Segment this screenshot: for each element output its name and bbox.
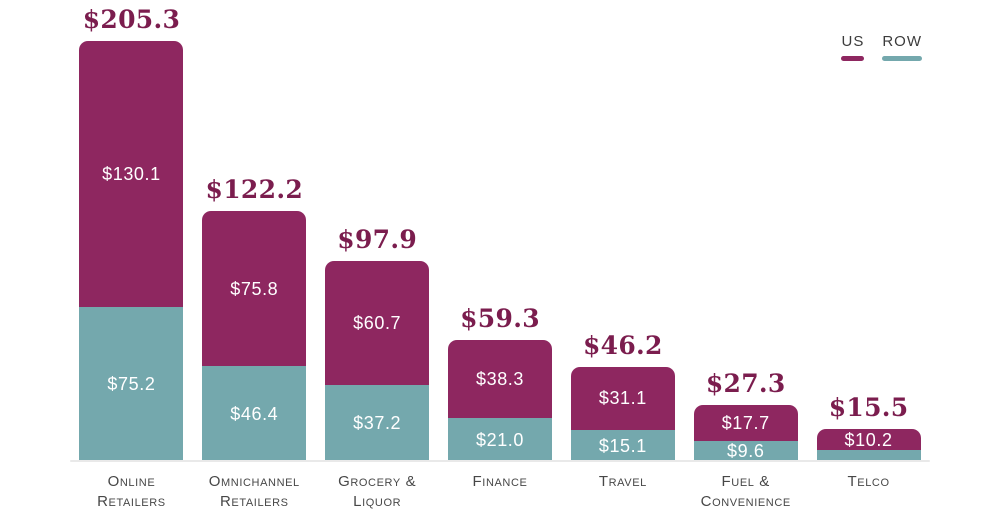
stacked-bar: $38.3 $21.0 <box>448 339 552 461</box>
segment-value-label: $15.1 <box>598 435 647 456</box>
category-label: Online Retailers <box>97 473 166 510</box>
legend-label: US <box>841 33 865 50</box>
segment-value-label: $130.1 <box>102 164 161 185</box>
segment-value-label: $10.2 <box>844 429 893 450</box>
legend-item-row: ROW <box>882 33 922 61</box>
plot-area: $205.3 $130.1 $75.2 $122.2 $75.8 $46.4 $97.9 $6… <box>70 0 930 461</box>
segment-value-label: $21.0 <box>475 429 525 450</box>
segment-value-label: $75.2 <box>107 374 156 395</box>
legend-swatch-us <box>841 56 865 61</box>
bar-segment-row: $21.0 <box>448 418 552 461</box>
bar-group: $205.3 $130.1 $75.2 <box>70 0 193 461</box>
segment-value-label: $17.7 <box>721 413 770 434</box>
bar-group: $97.9 $60.7 $37.2 <box>316 0 439 461</box>
bar-segment-row: $15.1 <box>570 430 675 461</box>
category-label: Grocery & Liquor <box>338 473 417 510</box>
bar-segment-row: $9.6 <box>693 441 798 462</box>
bar-segment-us: $130.1 <box>79 41 184 308</box>
stacked-bar: $10.2 <box>816 429 921 461</box>
legend-item-us: US <box>841 33 865 61</box>
bar-group: $122.2 $75.8 $46.4 <box>193 0 316 461</box>
segment-value-label: $60.7 <box>353 312 402 333</box>
stacked-bar: $31.1 $15.1 <box>570 366 675 461</box>
bar-segment-row: $46.4 <box>202 366 307 461</box>
stacked-bar: $130.1 $75.2 <box>79 41 184 461</box>
chart-legend: US ROW <box>841 33 922 61</box>
bar-group: $46.2 $31.1 $15.1 <box>561 0 684 461</box>
bar-segment-row: $37.2 <box>325 384 430 461</box>
segment-value-label: $46.4 <box>230 403 279 424</box>
bar-group: $59.3 $38.3 $21.0 <box>439 0 562 461</box>
bar-total-label: $205.3 <box>82 5 181 35</box>
category-label: Fuel & Convenience <box>700 473 791 510</box>
bar-segment-us: $10.2 <box>816 429 921 451</box>
stacked-bar: $17.7 $9.6 <box>693 405 798 462</box>
stacked-bar: $60.7 $37.2 <box>325 260 430 461</box>
bar-total-label: $15.5 <box>828 393 909 423</box>
legend-swatch-row <box>882 56 922 61</box>
segment-value-label: $9.6 <box>727 441 765 462</box>
bar-segment-us: $38.3 <box>448 339 552 419</box>
bar-segment-us: $75.8 <box>202 211 307 367</box>
segment-value-label: $38.3 <box>475 368 525 389</box>
category-label: Travel <box>598 473 647 490</box>
bar-group: $27.3 $17.7 $9.6 <box>684 0 807 461</box>
bar-segment-row: $75.2 <box>79 307 184 461</box>
bar-segment-us: $31.1 <box>570 366 675 431</box>
bar-total-label: $122.2 <box>205 175 304 205</box>
segment-value-label: $31.1 <box>598 388 647 409</box>
x-axis-line <box>70 460 930 462</box>
segment-value-label: $37.2 <box>353 412 402 433</box>
bar-segment-us: $60.7 <box>325 260 430 385</box>
stacked-bar: $75.8 $46.4 <box>202 211 307 461</box>
bar-total-label: $59.3 <box>460 303 540 333</box>
bar-segment-row <box>816 450 921 461</box>
category-label: Telco <box>847 473 890 490</box>
bar-group: $15.5 $10.2 <box>807 0 930 461</box>
legend-label: ROW <box>882 33 922 50</box>
category-label: Finance <box>472 473 528 490</box>
bar-total-label: $46.2 <box>582 330 663 360</box>
category-label: Omnichannel Retailers <box>208 473 300 510</box>
category-labels-row: Online Retailers Omnichannel Retailers Gro… <box>70 472 930 511</box>
bar-segment-us: $17.7 <box>693 405 798 442</box>
bar-total-label: $27.3 <box>705 369 786 399</box>
segment-value-label: $75.8 <box>230 278 279 299</box>
bar-total-label: $97.9 <box>337 224 418 254</box>
